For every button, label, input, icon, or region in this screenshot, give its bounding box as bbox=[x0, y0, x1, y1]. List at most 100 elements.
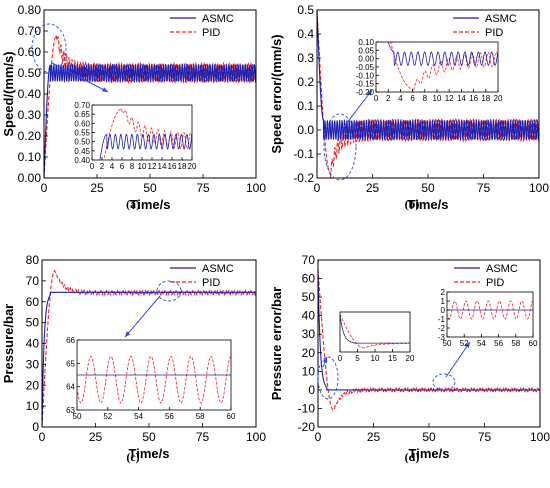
inset-x-tick-label: 52 bbox=[103, 412, 112, 421]
x-tick-label: 75 bbox=[477, 181, 491, 195]
inset-x-tick-label: 4 bbox=[398, 94, 403, 103]
y-tick-label: -0.2 bbox=[293, 171, 314, 185]
series-line-asmc bbox=[318, 269, 540, 391]
inset-x-tick-label: 6 bbox=[410, 94, 415, 103]
y-tick-label: 50 bbox=[302, 290, 316, 304]
inset-x-tick-label: 6 bbox=[120, 162, 125, 171]
y-tick-label: 0.80 bbox=[18, 3, 42, 17]
y-tick-label: 0.4 bbox=[297, 27, 314, 41]
zoom-arrowhead bbox=[102, 87, 108, 92]
y-tick-label: 0.3 bbox=[297, 51, 314, 65]
y-tick-label: 0.70 bbox=[18, 24, 42, 38]
x-tick-label: 25 bbox=[366, 181, 380, 195]
x-tick-label: 50 bbox=[143, 181, 157, 195]
inset-x-tick-label: 5 bbox=[355, 354, 360, 363]
y-tick-label: 40 bbox=[26, 337, 40, 351]
zoom-arrowhead bbox=[366, 90, 372, 96]
inset: 0 5 10 15 20 bbox=[317, 311, 415, 400]
inset-x-tick-label: 60 bbox=[227, 412, 236, 421]
legend-label-asmc: ASMC bbox=[202, 263, 234, 275]
inset-y-tick-label: 0.60 bbox=[74, 119, 90, 128]
inset-x-tick-label: 0 bbox=[338, 354, 343, 363]
x-tick-label: 100 bbox=[246, 181, 266, 195]
inset-x-tick-label: 2 bbox=[100, 162, 105, 171]
zoom-arrowhead bbox=[125, 331, 131, 337]
inset-y-tick-label: 63 bbox=[66, 406, 75, 415]
zoom-ellipse bbox=[156, 280, 182, 302]
panel-c: 0 25 50 75 100 0 10 20 30 40 50 60 70 80 Time/s Pressur… bbox=[1, 253, 266, 461]
inset-x-tick-label: 12 bbox=[148, 162, 157, 171]
panel-caption: (a) bbox=[126, 197, 140, 211]
y-tick-label: 60 bbox=[26, 295, 40, 309]
inset-x-tick-label: 50 bbox=[443, 339, 452, 348]
inset-x-tick-label: 14 bbox=[457, 94, 466, 103]
inset-x-tick-label: 20 bbox=[188, 162, 197, 171]
inset-y-tick-label: 1 bbox=[441, 297, 446, 306]
x-tick-label: 50 bbox=[421, 181, 435, 195]
inset-x-tick-label: 54 bbox=[134, 412, 143, 421]
panel-caption: (b) bbox=[405, 197, 420, 211]
y-tick-label: 20 bbox=[26, 378, 40, 392]
y-axis-label: Speed/(mm/s) bbox=[1, 51, 16, 136]
x-tick-label: 0 bbox=[39, 430, 46, 444]
inset-frame bbox=[375, 41, 499, 93]
inset: 0 2 4 6 8 10 12 14 16 18 20-0.20-0.15-0.10-0.050.0… bbox=[323, 38, 503, 181]
inset-y-tick-label: 0.00 bbox=[358, 55, 374, 64]
y-tick-label: 0.10 bbox=[18, 150, 42, 164]
x-tick-label: 75 bbox=[478, 430, 492, 444]
x-tick-label: 25 bbox=[367, 430, 381, 444]
y-axis-label: Speed error/(mm/s) bbox=[269, 34, 284, 153]
inset-x-tick-label: 8 bbox=[423, 94, 428, 103]
y-tick-label: 0.20 bbox=[18, 129, 42, 143]
zoom-arrow bbox=[339, 89, 373, 133]
x-axis-label: Time/s bbox=[130, 197, 171, 212]
x-tick-label: 0 bbox=[314, 181, 321, 195]
inset-x-tick-label: 58 bbox=[196, 412, 205, 421]
zoom-arrow bbox=[51, 62, 109, 93]
y-tick-label: 0.2 bbox=[297, 75, 314, 89]
inset-x-tick-label: 20 bbox=[494, 94, 503, 103]
legend-label-asmc: ASMC bbox=[486, 263, 518, 275]
y-tick-label: 30 bbox=[302, 327, 316, 341]
inset-series-pid bbox=[447, 300, 533, 320]
zoom-ellipse bbox=[317, 356, 339, 400]
y-tick-label: -20 bbox=[298, 420, 316, 434]
inset-y-tick-label: -0.10 bbox=[356, 71, 375, 80]
inset-y-tick-label: 66 bbox=[66, 336, 75, 345]
inset-x-tick-label: 10 bbox=[433, 94, 442, 103]
inset-frame bbox=[91, 104, 193, 161]
inset-x-tick-label: 8 bbox=[130, 162, 135, 171]
inset: 0 2 4 6 8 10 12 14 16 18 20 0.400.450.500.550.600.6… bbox=[31, 23, 197, 171]
inset-series-pid bbox=[390, 42, 498, 92]
x-tick-label: 75 bbox=[196, 430, 210, 444]
inset-series-pid bbox=[340, 314, 410, 349]
y-tick-label: 10 bbox=[26, 399, 40, 413]
inset-y-tick-label: 2 bbox=[441, 288, 446, 297]
legend-label-asmc: ASMC bbox=[202, 13, 234, 25]
y-tick-label: 70 bbox=[26, 274, 40, 288]
inset-y-tick-label: 0.65 bbox=[74, 110, 90, 119]
y-tick-label: 0.60 bbox=[18, 45, 42, 59]
inset-x-tick-label: 2 bbox=[386, 94, 391, 103]
x-tick-label: 100 bbox=[246, 430, 266, 444]
x-axis-label: Time/s bbox=[408, 197, 449, 212]
inset-y-tick-label: 0.05 bbox=[358, 46, 374, 55]
y-tick-label: 20 bbox=[302, 346, 316, 360]
y-tick-label: 0.00 bbox=[18, 171, 42, 185]
zoom-arrowhead bbox=[322, 357, 328, 363]
zoom-ellipse bbox=[323, 113, 357, 181]
x-axis-label: Time/s bbox=[409, 446, 450, 461]
zoom-arrow bbox=[124, 295, 161, 338]
x-tick-label: 75 bbox=[196, 181, 210, 195]
y-tick-label: -10 bbox=[298, 401, 316, 415]
inset-y-tick-label: -0.05 bbox=[356, 63, 375, 72]
inset-x-tick-label: 12 bbox=[445, 94, 454, 103]
x-tick-label: 0 bbox=[41, 181, 48, 195]
x-tick-label: 50 bbox=[142, 430, 156, 444]
x-tick-label: 25 bbox=[89, 430, 103, 444]
y-tick-label: 70 bbox=[302, 253, 316, 267]
series-line-asmc bbox=[44, 63, 256, 178]
inset-x-tick-label: 50 bbox=[73, 412, 82, 421]
